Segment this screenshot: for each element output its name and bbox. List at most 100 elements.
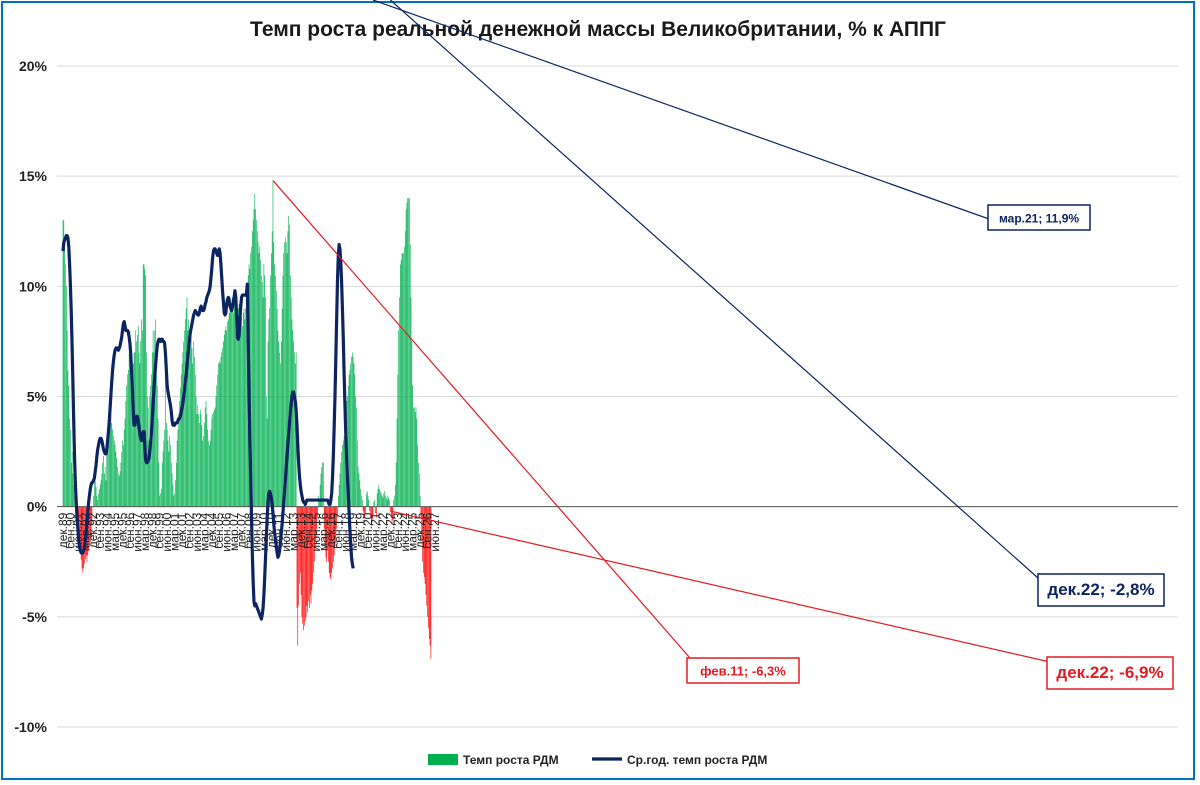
bar: [392, 506, 394, 520]
bar: [404, 246, 405, 507]
bar: [370, 506, 371, 518]
x-tick-label: мар.25: [406, 512, 420, 551]
bar: [206, 414, 208, 507]
bar: [165, 341, 166, 507]
bar: [215, 396, 217, 507]
y-tick-label: -5%: [22, 609, 47, 625]
bar: [281, 308, 283, 507]
bar: [231, 308, 232, 507]
bar: [185, 319, 186, 507]
bar: [297, 506, 299, 646]
bar: [240, 319, 242, 507]
bar: [302, 506, 304, 624]
bar: [163, 440, 165, 507]
bar: [114, 444, 116, 507]
bar: [380, 493, 382, 507]
bar: [188, 319, 189, 507]
bar: [344, 429, 346, 507]
bar: [232, 312, 234, 507]
bar: [186, 297, 188, 507]
bar: [390, 506, 391, 512]
bar: [88, 506, 89, 551]
bar: [388, 497, 390, 507]
bar: [267, 341, 269, 507]
bar: [195, 396, 197, 507]
bar: [68, 385, 70, 507]
bar: [401, 253, 403, 507]
bar: [263, 264, 265, 507]
bar: [214, 407, 216, 507]
bar: [330, 506, 332, 580]
x-tick-label: сен.93: [93, 512, 107, 548]
bar: [417, 444, 418, 507]
bar: [307, 506, 309, 613]
bar: [288, 215, 289, 507]
bar: [354, 374, 356, 507]
bar: [239, 312, 241, 507]
bar: [386, 500, 388, 507]
bar: [160, 493, 161, 507]
bar: [110, 414, 112, 507]
bar: [294, 363, 296, 507]
bar: [120, 462, 122, 507]
bar: [128, 352, 130, 507]
bar: [169, 436, 170, 507]
bar: [73, 484, 75, 507]
bar: [71, 451, 73, 507]
bar: [277, 330, 279, 507]
bar: [349, 370, 351, 507]
bar: [192, 363, 194, 507]
bar: [292, 330, 294, 507]
x-tick-label: сен.05: [212, 512, 226, 548]
bar: [404, 231, 406, 507]
bar: [271, 231, 273, 507]
y-tick-label: 10%: [19, 278, 48, 294]
bar: [278, 341, 280, 507]
x-tick-label: дек.19: [354, 512, 368, 548]
x-tick-label: июн.15: [309, 512, 323, 551]
bar: [255, 209, 256, 507]
bar: [372, 506, 374, 516]
average-growth-line: [61, 234, 355, 621]
bar: [308, 506, 309, 602]
bar: [210, 429, 212, 507]
bar: [180, 374, 182, 507]
bar: [144, 268, 146, 507]
bar: [229, 308, 231, 507]
bar: [275, 290, 277, 507]
bar: [130, 341, 132, 507]
bar: [211, 418, 213, 507]
bar: [258, 253, 260, 507]
bar: [180, 387, 181, 507]
bar: [378, 484, 380, 507]
bar: [105, 480, 107, 507]
bar: [397, 374, 399, 507]
bar: [276, 308, 278, 507]
bar: [190, 334, 192, 507]
bar: [406, 202, 408, 507]
bar: [291, 319, 293, 507]
bar: [327, 506, 328, 551]
x-tick-label: июн.21: [368, 512, 382, 551]
bar: [312, 506, 313, 584]
y-tick-label: 15%: [19, 168, 48, 184]
bar: [411, 341, 413, 507]
bar: [153, 352, 155, 507]
bar: [173, 495, 175, 507]
bar: [102, 462, 103, 507]
bar: [218, 363, 219, 507]
bar: [162, 451, 164, 507]
bar: [98, 493, 99, 507]
y-tick-label: 0%: [27, 499, 48, 515]
bar: [329, 506, 331, 578]
bar: [67, 370, 69, 507]
bar: [264, 275, 266, 507]
bar: [157, 418, 159, 507]
bar: [336, 506, 337, 529]
bar: [107, 431, 108, 507]
bar: [319, 484, 321, 507]
x-tick-label: июн.97: [130, 512, 144, 551]
bar: [201, 425, 203, 507]
bar: [112, 429, 113, 507]
